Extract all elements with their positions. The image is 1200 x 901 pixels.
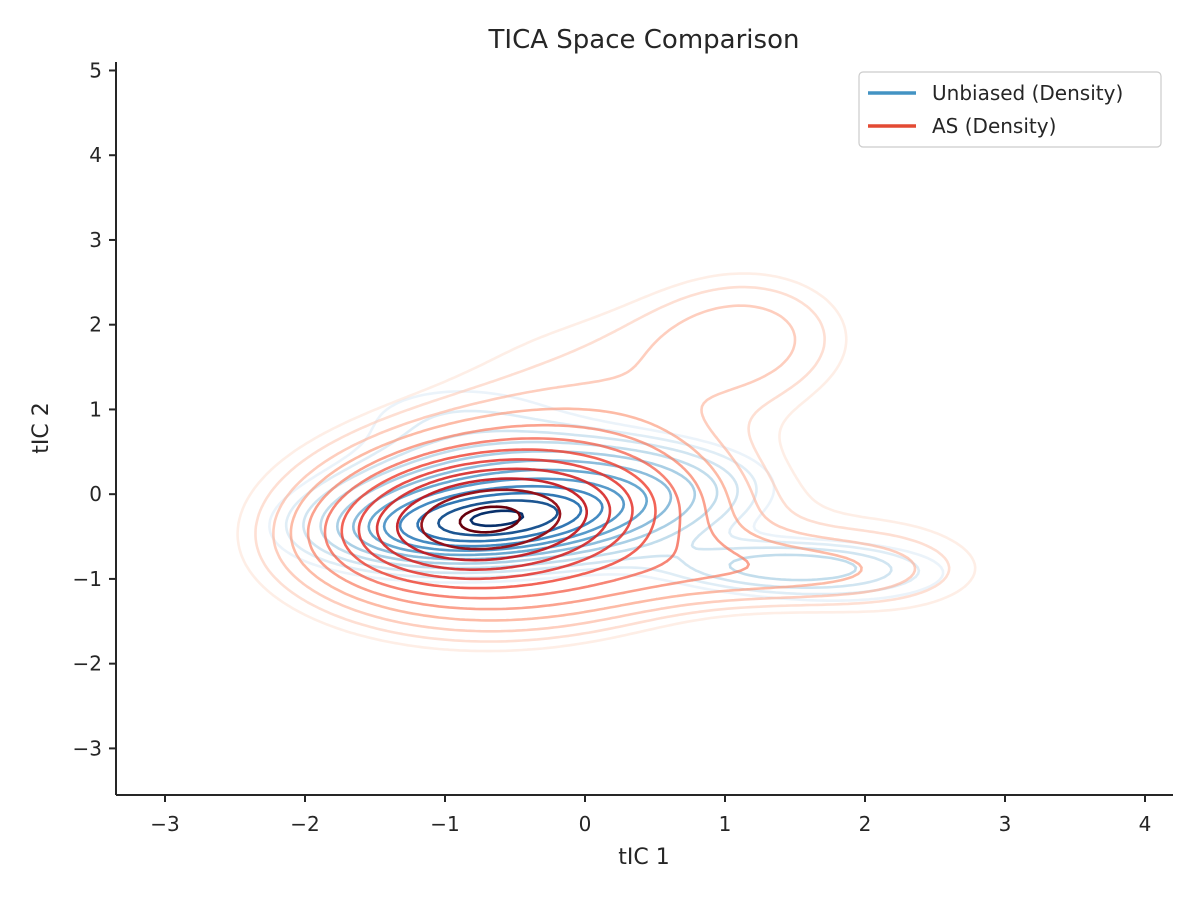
contour-level-2 (254, 285, 951, 643)
y-axis-title: tIC 2 (29, 402, 54, 453)
axes: −3 −2 −1 0 1 2 3 4 −3 −2 −1 0 1 2 3 4 5 (73, 58, 1173, 836)
x-tick-label: 2 (859, 812, 872, 836)
x-tick-label: 4 (1139, 812, 1152, 836)
x-tick-label: 0 (579, 812, 592, 836)
plot-area (236, 272, 977, 653)
y-tick-label: −3 (73, 736, 102, 760)
y-tick-label: −2 (73, 652, 102, 676)
y-tick-label: 5 (89, 58, 102, 82)
y-tick-label: 2 (89, 313, 102, 337)
y-tick-label: 4 (89, 143, 102, 167)
contour-level-4 (289, 407, 863, 622)
contour-level-11 (437, 499, 559, 537)
y-tick-label: 1 (89, 397, 102, 421)
contour-level-12 (458, 505, 522, 534)
contour-level-3 (272, 304, 917, 633)
contour-level-8 (357, 458, 634, 581)
x-tick-label: 3 (999, 812, 1012, 836)
legend-label-unbiased: Unbiased (Density) (932, 81, 1123, 105)
x-ticks: −3 −2 −1 0 1 2 3 4 (150, 795, 1151, 836)
contour-level-6 (323, 437, 682, 600)
y-tick-label: −1 (73, 567, 102, 591)
y-tick-label: 3 (89, 228, 102, 252)
chart-title: TICA Space Comparison (488, 25, 800, 55)
x-tick-label: −1 (430, 812, 459, 836)
contour-level-12 (469, 509, 525, 528)
legend: Unbiased (Density) AS (Density) (858, 71, 1162, 148)
contour-level-10 (395, 477, 588, 562)
x-tick-label: 1 (719, 812, 732, 836)
contour-level-11 (420, 488, 562, 551)
contour-level-7 (340, 448, 657, 590)
x-tick-label: −3 (150, 812, 179, 836)
legend-label-as: AS (Density) (932, 114, 1056, 138)
y-ticks: −3 −2 −1 0 1 2 3 4 5 (73, 58, 116, 760)
x-axis-title: tIC 1 (618, 845, 669, 870)
contour-level-5 (306, 423, 750, 611)
legend-box (858, 71, 1162, 148)
contour-level-9 (375, 467, 612, 571)
y-tick-label: 0 (89, 482, 102, 506)
x-tick-label: −2 (290, 812, 319, 836)
contour-level-1 (236, 272, 977, 653)
as-density-contours (236, 272, 977, 653)
